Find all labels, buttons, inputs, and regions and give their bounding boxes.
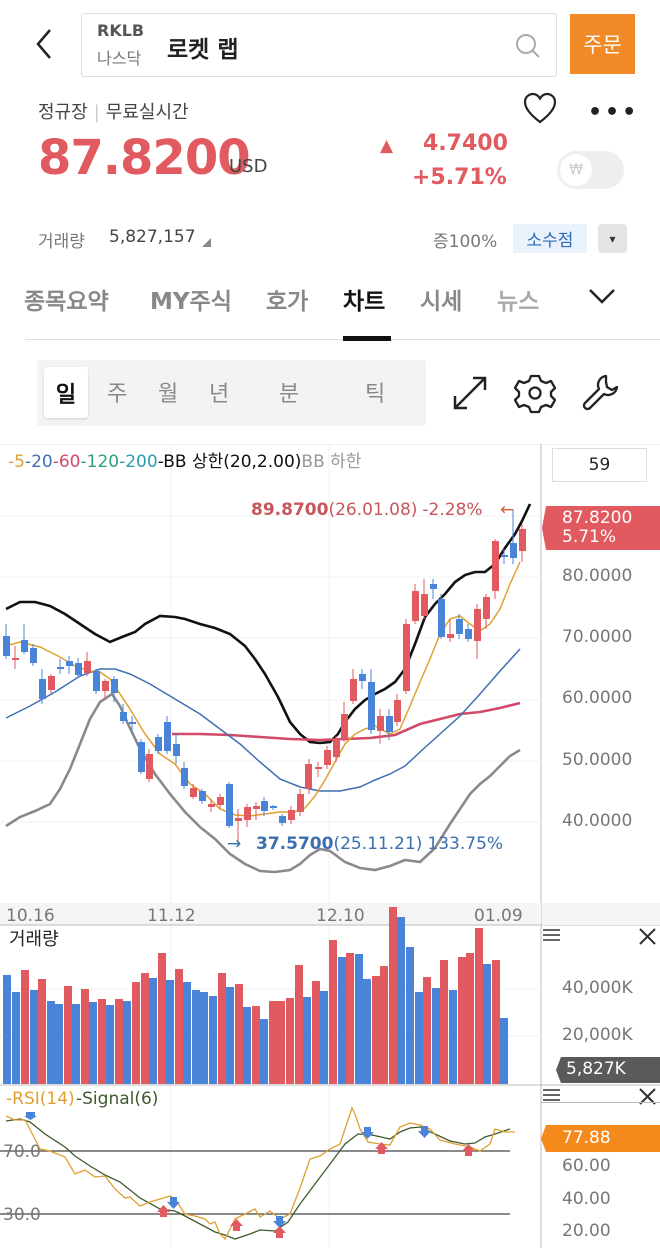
decimal-button[interactable]: 소수점: [513, 224, 587, 253]
wrench-icon[interactable]: [580, 372, 622, 414]
svg-text:37.5700(25.11.21)133.75%: 37.5700(25.11.21) 133.75%: [256, 834, 503, 854]
x-tick: 11.12: [147, 906, 196, 926]
market-name: 나스닥: [97, 49, 142, 68]
x-tick: 12.10: [316, 906, 365, 926]
chevron-down-icon[interactable]: ▾: [598, 224, 627, 253]
y-tick: 40.0000: [562, 811, 632, 831]
price-change: 4.7400: [423, 131, 508, 156]
tab-my-stock[interactable]: MY주식: [150, 289, 232, 315]
back-icon[interactable]: [30, 26, 60, 62]
more-options-icon[interactable]: •••: [588, 100, 640, 125]
period-month[interactable]: 월: [158, 382, 179, 407]
currency-label: USD: [229, 156, 268, 177]
tab-news[interactable]: 뉴스: [497, 289, 540, 315]
x-tick: 10.16: [6, 906, 55, 926]
margin-rate: 증100%: [433, 232, 498, 252]
tab-divider: [25, 339, 660, 340]
bar-count-input[interactable]: 59: [552, 448, 647, 482]
low-value: 37.5700: [256, 834, 334, 854]
stock-name: 로켓 랩: [167, 37, 239, 63]
won-icon: ₩: [560, 154, 592, 186]
x-tick: 01.09: [474, 906, 523, 926]
order-button[interactable]: 주문: [570, 14, 635, 74]
current-rsi-tag: 77.88: [541, 1125, 660, 1152]
current-volume-tag: 5,827K: [556, 1057, 660, 1083]
period-week[interactable]: 주: [107, 382, 128, 407]
period-tick[interactable]: 틱: [365, 382, 386, 407]
price-tag-value: 87.8200: [562, 508, 633, 528]
volume-y-tick: 40,000K: [562, 978, 633, 998]
right-arrow-icon: →: [227, 834, 241, 854]
legend-ma200: -200: [119, 452, 158, 472]
svg-text:89.8700(26.01.08)-2.28%: 89.8700(26.01.08) -2.28%: [251, 500, 483, 520]
tab-bar: 종목요약 MY주식 호가 차트 시세 뉴스: [0, 278, 660, 340]
y-tick: 50.0000: [562, 750, 632, 770]
y-tick: 60.0000: [562, 688, 632, 708]
price-tag-pct: 5.71%: [562, 527, 617, 547]
volume-y-tick: 20,000K: [562, 1025, 633, 1045]
high-value: 89.8700: [251, 500, 329, 520]
high-pct: -2.28%: [422, 500, 482, 520]
y-tick: 70.0000: [562, 627, 632, 647]
current-price-tag: 87.8200 5.71%: [542, 506, 660, 550]
heart-icon[interactable]: [522, 92, 558, 126]
krw-toggle[interactable]: ₩: [557, 151, 624, 189]
rsi-level-70: 70.0: [3, 1142, 41, 1162]
period-minute[interactable]: 분: [279, 382, 300, 407]
tab-orderbook[interactable]: 호가: [266, 289, 309, 315]
stock-chart[interactable]: 89.8700(26.01.08) -2.28% ← → 37.5700(25.1…: [0, 444, 660, 1248]
y-tick: 80.0000: [562, 566, 632, 586]
chart-legend[interactable]: -5-20-60-120-200-BB 상한(20,2.00)BB 하한: [8, 447, 361, 472]
current-price: 87.8200: [38, 130, 251, 186]
volume-value: 5,827,157: [109, 227, 196, 247]
legend-ma20: -20: [24, 452, 53, 472]
session-label: 정규장: [38, 102, 88, 123]
legend-bb-lower: BB 하한: [301, 452, 362, 472]
price-change-percent: +5.71%: [412, 165, 507, 190]
active-tab-indicator: [343, 336, 391, 341]
rsi-y-tick: 20.00: [562, 1221, 611, 1241]
high-date: (26.01.08): [328, 500, 417, 520]
volume-bars: [3, 907, 508, 1084]
left-arrow-icon: ←: [500, 500, 514, 520]
tab-chart[interactable]: 차트: [343, 289, 386, 315]
tab-summary[interactable]: 종목요약: [24, 289, 109, 315]
legend-ma5: -5: [8, 452, 25, 472]
volume-indicator-icon: [202, 238, 211, 247]
up-triangle-icon: ▲: [380, 136, 394, 156]
signal-legend: -Signal(6): [76, 1089, 158, 1109]
volume-label: 거래량: [38, 232, 85, 252]
candlesticks: [3, 509, 526, 841]
rsi-legend: -RSI(14): [6, 1089, 75, 1109]
period-day[interactable]: 일: [44, 367, 88, 418]
panel-divider: [541, 1102, 660, 1103]
rsi-y-tick: 60.00: [562, 1156, 611, 1176]
stock-search-box[interactable]: RKLB 나스닥 로켓 랩: [81, 13, 557, 77]
search-icon[interactable]: [514, 32, 542, 60]
ticker-symbol: RKLB: [97, 21, 145, 40]
period-year[interactable]: 년: [209, 382, 230, 407]
low-pct: 133.75%: [427, 834, 503, 854]
chevron-down-icon[interactable]: [586, 284, 618, 308]
rsi-y-tick: 40.00: [562, 1189, 611, 1209]
expand-icon[interactable]: [449, 372, 491, 414]
legend-ma60: -60: [52, 452, 81, 472]
volume-panel-title: 거래량: [9, 929, 59, 950]
session-info: 정규장 | 무료실시간: [38, 102, 189, 123]
tab-quotes[interactable]: 시세: [420, 289, 463, 315]
legend-bb-upper: -BB 상한(20,2.00): [157, 452, 302, 472]
rsi-level-30: 30.0: [3, 1205, 41, 1225]
low-date: (25.11.21): [333, 834, 422, 854]
gear-icon[interactable]: [514, 372, 556, 414]
realtime-label: 무료실시간: [105, 102, 189, 123]
legend-ma120: -120: [80, 452, 120, 472]
period-selector: 일 주 월 년 분 틱: [37, 360, 426, 426]
